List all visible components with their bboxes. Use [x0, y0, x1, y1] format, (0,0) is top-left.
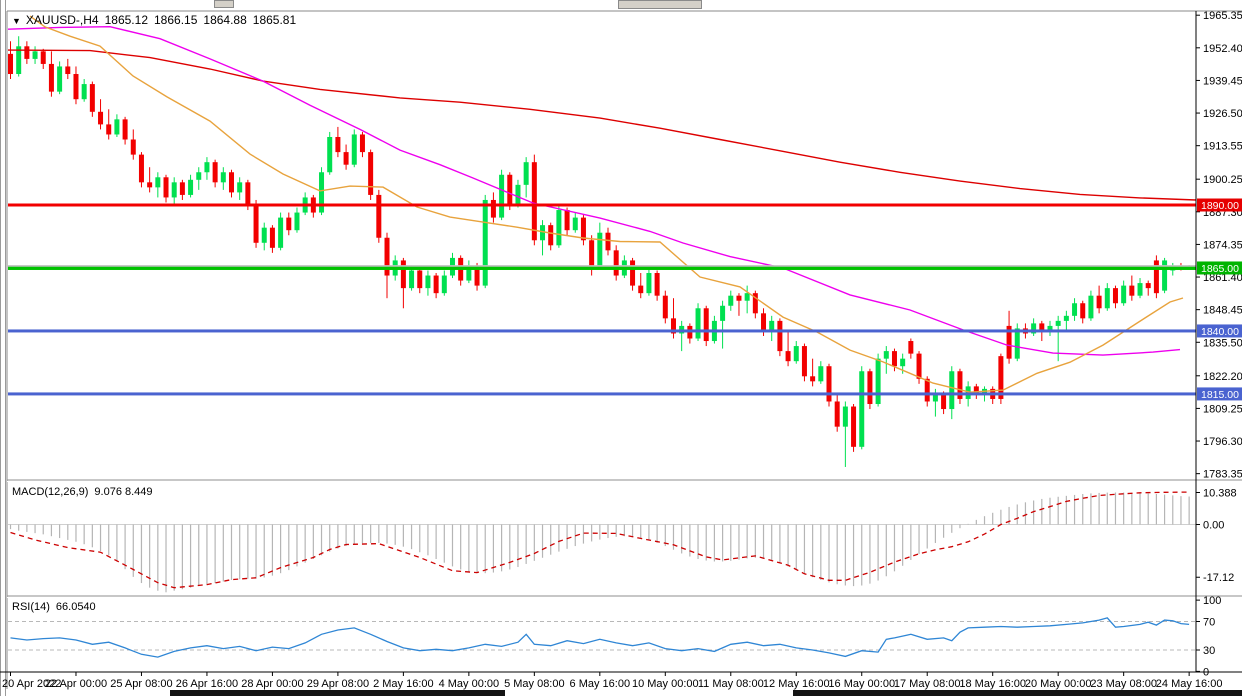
time-tick-label: 25 Apr 08:00 [110, 678, 172, 690]
moving-averages-layer [7, 15, 1197, 393]
price-tick-label: 1835.50 [1203, 337, 1242, 349]
price-tick-label: 1913.55 [1203, 141, 1242, 153]
time-tick-label: 17 May 08:00 [894, 678, 961, 690]
price-level-line[interactable] [8, 329, 1196, 333]
collapse-triangle-icon[interactable]: ▼ [12, 16, 21, 26]
price-tick-label: 1926.50 [1203, 108, 1242, 120]
open-value: 1865.12 [104, 13, 148, 27]
rsi-tick-label: 100 [1203, 595, 1221, 607]
price-tick-label: 1874.35 [1203, 239, 1242, 251]
price-tick-label: 1809.25 [1203, 403, 1242, 415]
price-tick-label: 1861.40 [1203, 272, 1242, 284]
rsi-tick-label: 70 [1203, 617, 1215, 629]
price-tick-label: 1822.20 [1203, 371, 1242, 383]
candles-layer [8, 36, 1192, 467]
time-tick-label: 26 Apr 16:00 [176, 678, 238, 690]
rsi-indicator-label: RSI(14) 66.0540 [12, 601, 102, 613]
price-level-badge-label: 1865.00 [1201, 263, 1239, 275]
rsi-tick-label: 30 [1203, 645, 1215, 657]
time-tick-label: 18 May 16:00 [959, 678, 1026, 690]
price-level-badge-label: 1840.00 [1201, 326, 1239, 338]
price-level-badge [1197, 198, 1242, 212]
price-level-line[interactable] [8, 203, 1196, 207]
time-tick-label: 5 May 08:00 [504, 678, 565, 690]
macd-name: MACD(12,26,9) [12, 486, 89, 498]
price-tick-label: 1965.35 [1203, 10, 1242, 22]
price-level-badge [1197, 324, 1242, 338]
time-tick-label: 12 May 16:00 [763, 678, 830, 690]
rsi-value: 66.0540 [55, 601, 96, 613]
window-borders [6, 10, 1242, 689]
price-level-line[interactable] [8, 392, 1196, 396]
symbol-period-label: XAUUSD-,H4 [25, 13, 99, 27]
low-value: 1864.88 [203, 13, 247, 27]
time-tick-label: 11 May 08:00 [698, 678, 764, 690]
price-tick-label: 1900.25 [1203, 174, 1242, 186]
time-tick-label: 22 Apr 00:00 [45, 678, 107, 690]
ma-fast-orange-line [29, 15, 1184, 393]
bottom-taskbar-fragment [793, 690, 1242, 696]
ma-mid-magenta-line [7, 25, 1181, 356]
time-tick-label: 6 May 16:00 [570, 678, 631, 690]
ma-slow-red-line [7, 49, 1197, 201]
top-toolbar-fragment [618, 0, 702, 9]
bottom-taskbar-fragment [170, 690, 505, 696]
price-level-badge-label: 1815.00 [1201, 389, 1239, 401]
chart-title: ▼ XAUUSD-,H4 1865.12 1866.15 1864.88 1865.81 [12, 13, 302, 27]
horizontal-levels-layer [8, 203, 1196, 396]
window-left-border-inner [5, 0, 6, 696]
time-tick-label: 4 May 00:00 [439, 678, 500, 690]
macd-indicator-label: MACD(12,26,9) 9.076 8.449 [12, 486, 159, 498]
price-level-badge-label: 1890.00 [1201, 200, 1239, 212]
price-tick-label: 1783.35 [1203, 469, 1242, 481]
time-tick-label: 20 Apr 2022 [2, 678, 61, 690]
time-tick-label: 24 May 16:00 [1156, 678, 1223, 690]
rsi-name: RSI(14) [12, 601, 50, 613]
macd-values: 9.076 8.449 [94, 486, 153, 498]
macd-tick-label: -17.12 [1203, 572, 1234, 584]
time-tick-label: 20 May 00:00 [1025, 678, 1092, 690]
macd-signal-line [10, 491, 1190, 589]
macd-tick-label: 10.388 [1203, 487, 1237, 499]
price-tick-label: 1939.45 [1203, 75, 1242, 87]
macd-tick-label: 0.00 [1203, 520, 1224, 532]
price-tick-label: 1952.40 [1203, 43, 1242, 55]
time-tick-label: 29 Apr 08:00 [307, 678, 369, 690]
time-tick-label: 10 May 00:00 [632, 678, 699, 690]
price-level-line[interactable] [8, 265, 1196, 270]
price-level-badge [1197, 387, 1242, 401]
price-tick-label: 1796.30 [1203, 436, 1242, 448]
rsi-line [10, 617, 1190, 658]
macd-panel [8, 491, 1196, 593]
price-level-badge [1197, 261, 1242, 275]
price-tick-label: 1848.45 [1203, 305, 1242, 317]
rsi-panel [8, 617, 1196, 658]
time-tick-label: 23 May 08:00 [1090, 678, 1157, 690]
time-tick-label: 16 May 00:00 [828, 678, 895, 690]
time-tick-label: 28 Apr 00:00 [241, 678, 303, 690]
high-value: 1866.15 [154, 13, 198, 27]
price-axis[interactable]: 1965.35 1952.40 1939.45 1926.50 1913.55 1900.… [1195, 10, 1242, 678]
time-tick-label: 2 May 16:00 [373, 678, 434, 690]
close-value: 1865.81 [252, 13, 297, 27]
top-toolbar-fragment [214, 0, 234, 8]
window-left-border-outer [0, 0, 1, 696]
